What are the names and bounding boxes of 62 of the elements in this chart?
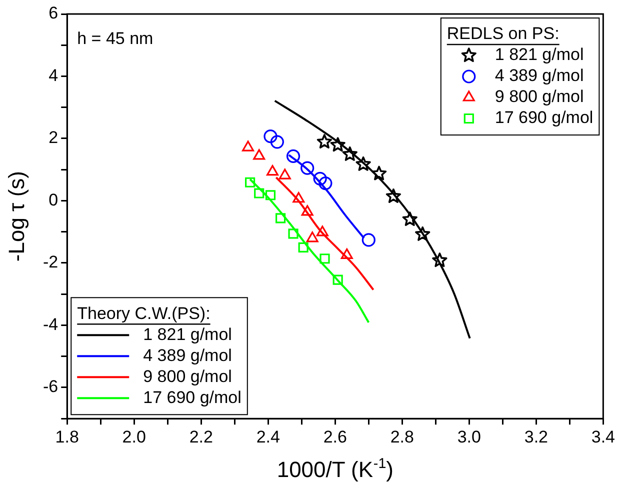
point	[306, 232, 318, 242]
point	[270, 135, 284, 149]
point	[432, 252, 448, 268]
x-tick-label: 2.6	[323, 427, 347, 446]
point	[242, 140, 254, 152]
point	[318, 176, 332, 190]
point	[288, 228, 298, 239]
point	[298, 242, 308, 252]
legend-label: 9 800 g/mol	[143, 366, 232, 386]
point	[254, 188, 264, 198]
point	[316, 134, 332, 148]
x-tick-label: 3.0	[457, 427, 481, 446]
point	[356, 156, 371, 171]
point	[286, 149, 300, 164]
point	[316, 226, 328, 236]
x-tick-label: 2.2	[189, 427, 213, 446]
point	[266, 164, 278, 176]
point	[265, 190, 276, 200]
legend-label: 17 690 g/mol	[143, 388, 242, 407]
point	[402, 212, 418, 226]
x-tick-label: 2.4	[256, 427, 280, 446]
point	[320, 254, 330, 264]
point	[278, 168, 291, 180]
point	[253, 149, 266, 160]
x-tick-label: 2.0	[122, 427, 146, 446]
y-axis-title: -Log τ (s)	[4, 170, 29, 262]
annotation: h = 45 nm	[77, 29, 154, 48]
y-tick-label: 4	[48, 66, 58, 85]
y-tick-label: -4	[42, 314, 58, 334]
point	[275, 213, 286, 224]
point	[371, 166, 387, 180]
point	[415, 226, 430, 241]
x-tick-label: 2.8	[390, 427, 414, 446]
text: Theory C.W.(PS):	[77, 304, 210, 323]
y-tick-label: 6	[48, 4, 58, 23]
legend-label: 1 821 g/mol	[494, 45, 584, 64]
y-tick-label: 2	[48, 128, 58, 148]
legend-label: 4 389 g/mol	[494, 66, 584, 86]
point	[292, 192, 305, 203]
y-tick-label: -6	[42, 377, 58, 396]
point	[300, 161, 314, 175]
y-tick-label: 0	[48, 190, 58, 210]
legend-label: 4 389 g/mol	[143, 346, 232, 365]
point	[330, 137, 346, 152]
point	[264, 130, 278, 144]
x-tick-label: 3.2	[524, 427, 548, 446]
legend-label: 17 690 g/mol	[494, 108, 594, 128]
point	[245, 177, 256, 188]
text: REDLS on PS:	[446, 24, 560, 44]
line-series	[274, 100, 471, 340]
point	[386, 188, 402, 203]
legend-label: 1 821 g/mol	[143, 324, 232, 344]
y-tick-label: -2	[42, 252, 58, 272]
x-tick-label: 3.4	[591, 427, 616, 446]
legend-label: 9 800 g/mol	[494, 87, 584, 106]
point	[342, 146, 358, 161]
x-tick-label: 1.8	[55, 427, 79, 446]
point	[332, 274, 343, 285]
point	[340, 248, 353, 260]
point	[313, 172, 327, 186]
point	[362, 233, 376, 247]
point	[301, 205, 314, 216]
